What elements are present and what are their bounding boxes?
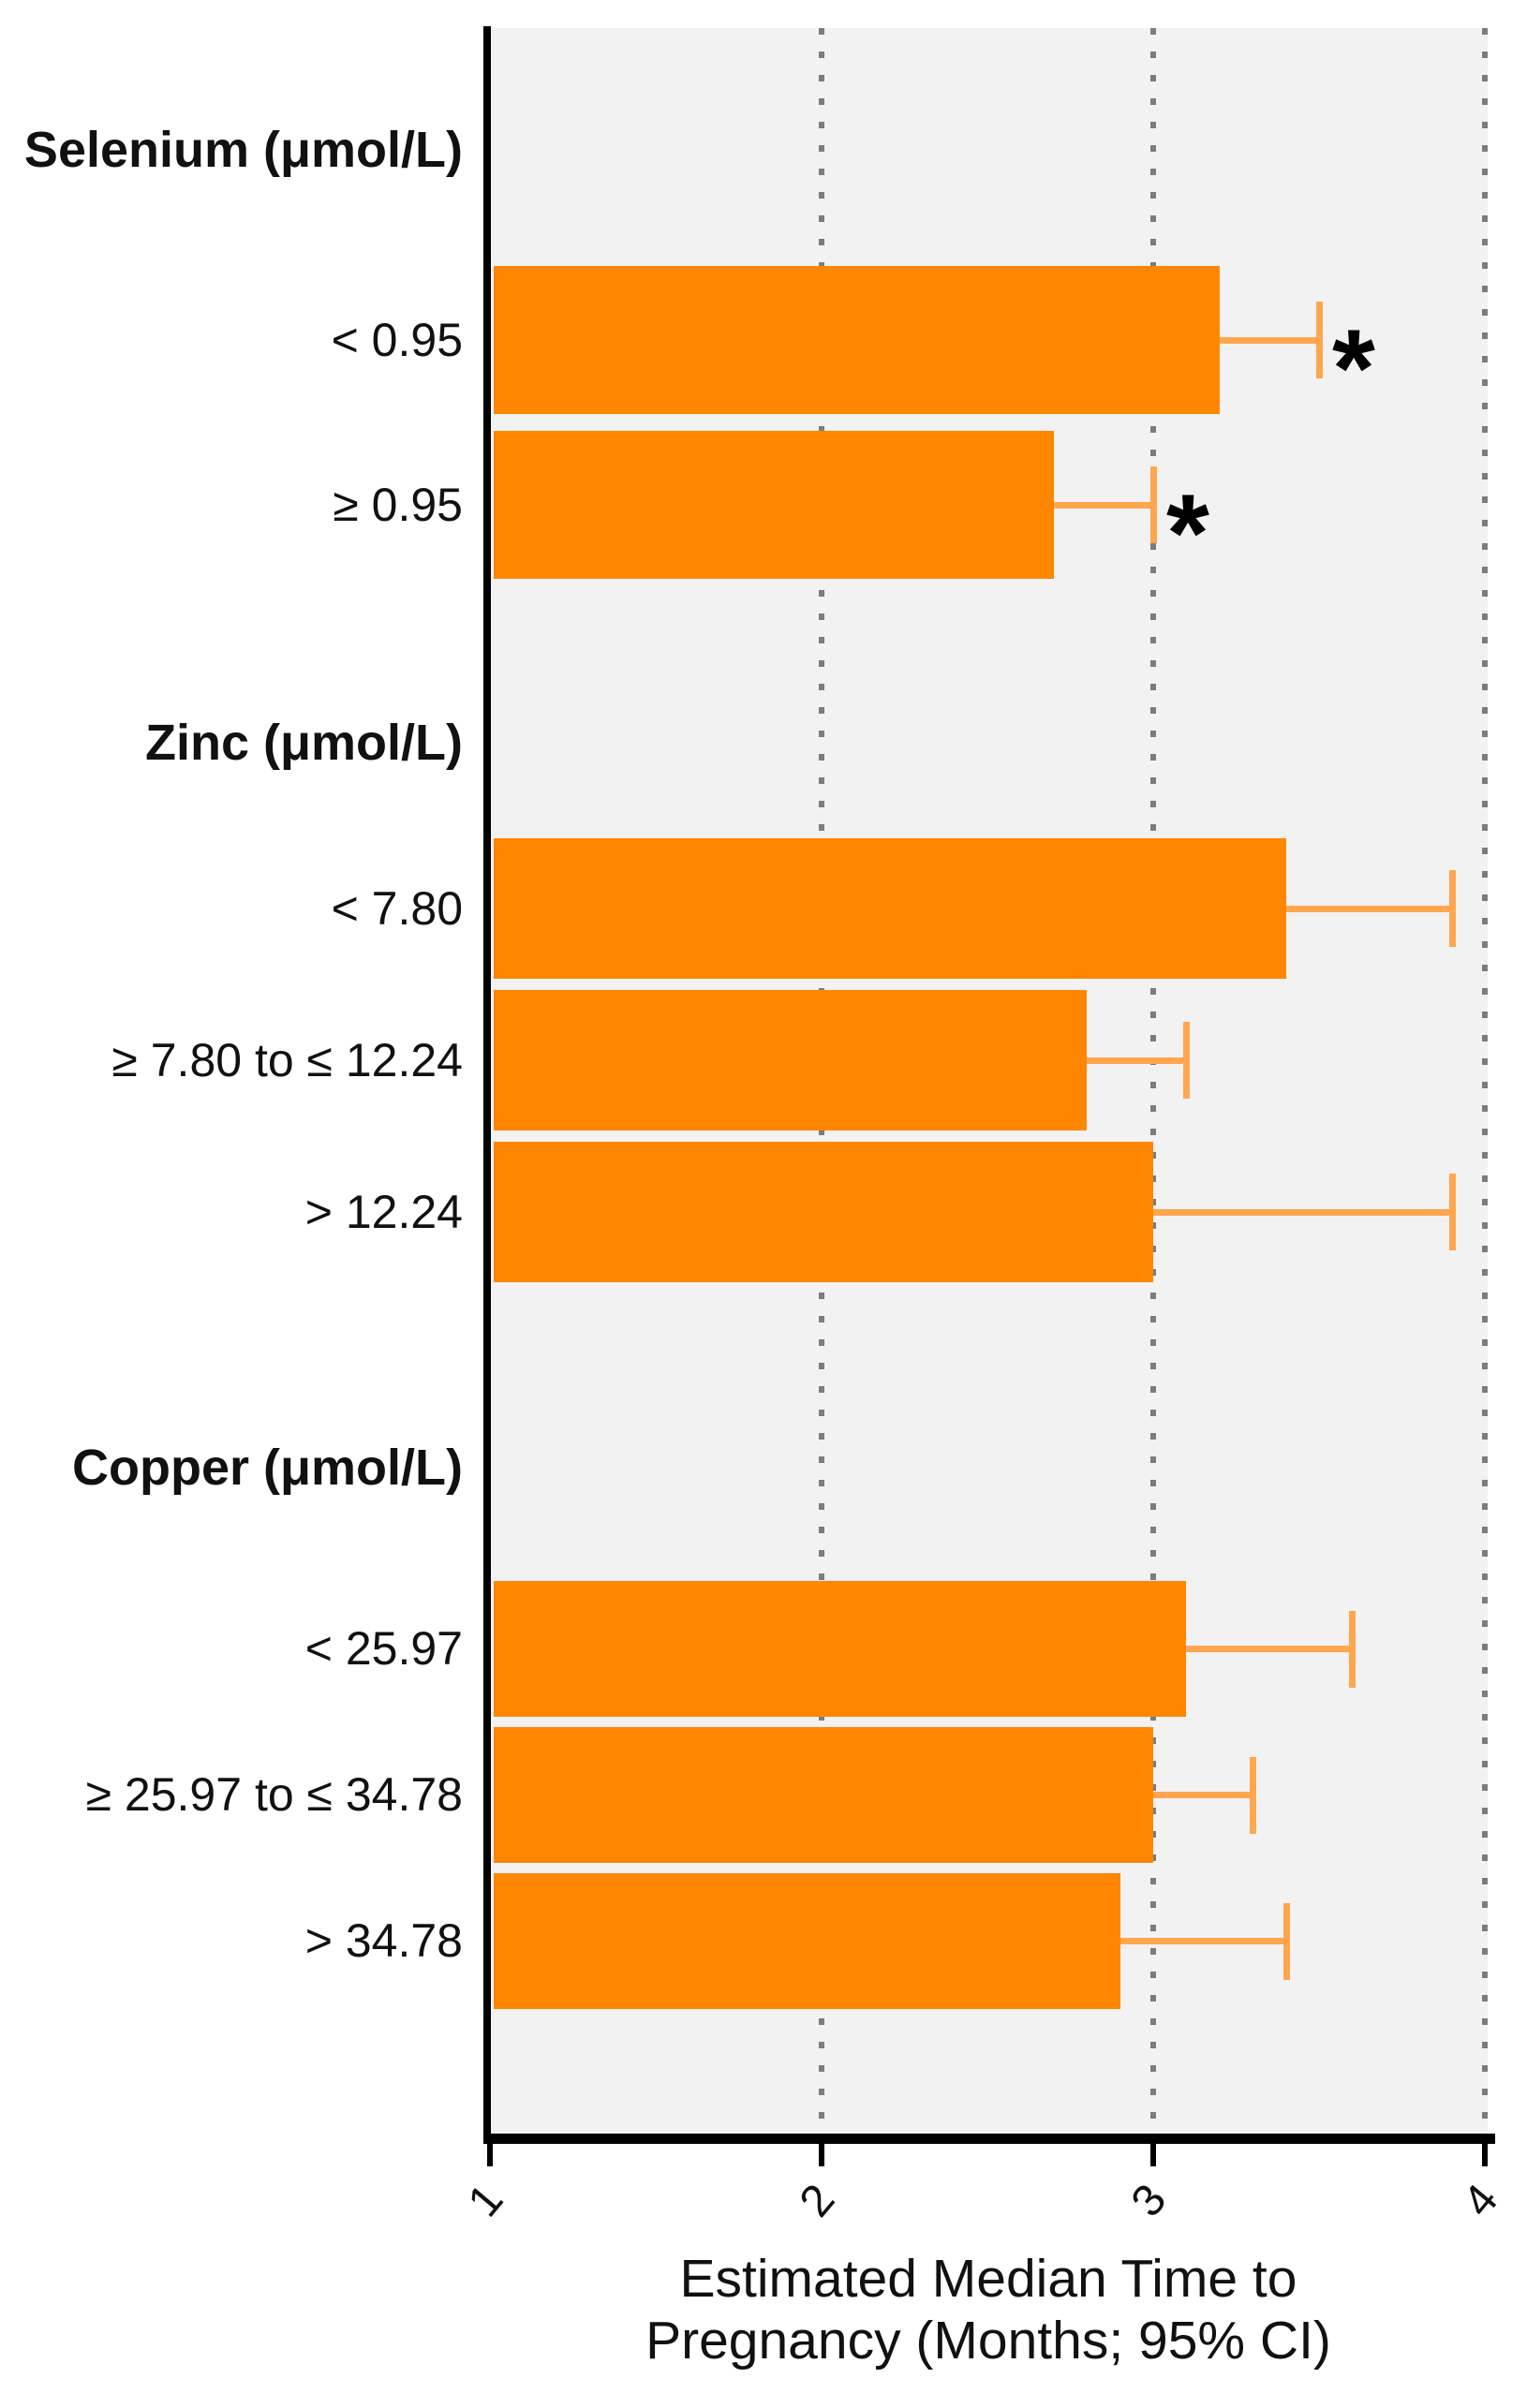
x-axis-title: Estimated Median Time to Pregnancy (Mont… [426,2248,1527,2371]
error-cap [1183,1022,1191,1099]
gridline-x4 [1482,28,1488,2134]
category-label: > 34.78 [304,1914,463,1967]
error-whisker [1219,336,1319,344]
x-tick-mark-4 [1482,2144,1488,2166]
error-cap [1349,1610,1357,1688]
significance-asterisk: * [1321,270,1386,424]
bar->12.24 [494,1142,1153,1282]
gridline-x3 [1150,28,1156,2134]
group-header-label: Copper (μmol/L) [72,1440,463,1496]
category-label: > 12.24 [304,1186,463,1238]
error-whisker [1153,1208,1452,1216]
bar-≥7.80to≤12.24 [494,990,1088,1130]
bar->34.78 [494,1873,1120,2009]
group-header-label: Zinc (μmol/L) [144,715,463,771]
bar-≥25.97to≤34.78 [494,1727,1153,1863]
category-label: ≥ 25.97 to ≤ 34.78 [85,1768,463,1821]
bar-<0.95 [494,266,1220,414]
bar-<7.80 [494,838,1286,979]
error-whisker [1087,1056,1187,1064]
error-whisker [1186,1646,1353,1652]
x-tick-label-4: 4 [1453,2175,1508,2226]
x-axis-line [483,2134,1495,2144]
x-axis-title-line2: Pregnancy (Months; 95% CI) [645,2311,1331,2371]
group-header-label: Selenium (μmol/L) [23,122,463,178]
category-label: < 7.80 [331,882,463,935]
error-cap [1448,1174,1456,1250]
category-label: ≥ 7.80 to ≤ 12.24 [111,1034,463,1086]
bar-≥0.95 [494,431,1054,579]
bar-<25.97 [494,1581,1187,1717]
significance-asterisk: * [1155,435,1221,589]
x-tick-mark-3 [1150,2144,1156,2166]
error-whisker [1119,1938,1286,1944]
x-tick-mark-2 [819,2144,824,2166]
error-cap [1316,302,1323,378]
error-cap [1448,870,1456,947]
y-axis-line [483,26,491,2144]
x-tick-label-3: 3 [1121,2175,1177,2226]
x-axis-title-line1: Estimated Median Time to [679,2249,1297,2309]
significance-asterisk-glyph: * [1166,471,1209,596]
category-label: ≥ 0.95 [333,479,463,531]
error-cap [1250,1756,1257,1834]
error-whisker [1285,905,1452,912]
error-whisker [1053,501,1153,509]
error-cap [1282,1902,1290,1980]
error-whisker [1153,1792,1253,1798]
x-tick-mark-1 [487,2144,493,2166]
error-cap [1150,466,1157,543]
x-tick-label-2: 2 [790,2175,845,2226]
category-label: < 0.95 [331,314,463,366]
category-label: < 25.97 [304,1622,463,1675]
significance-asterisk-glyph: * [1332,306,1375,431]
x-tick-label-1: 1 [458,2175,513,2226]
